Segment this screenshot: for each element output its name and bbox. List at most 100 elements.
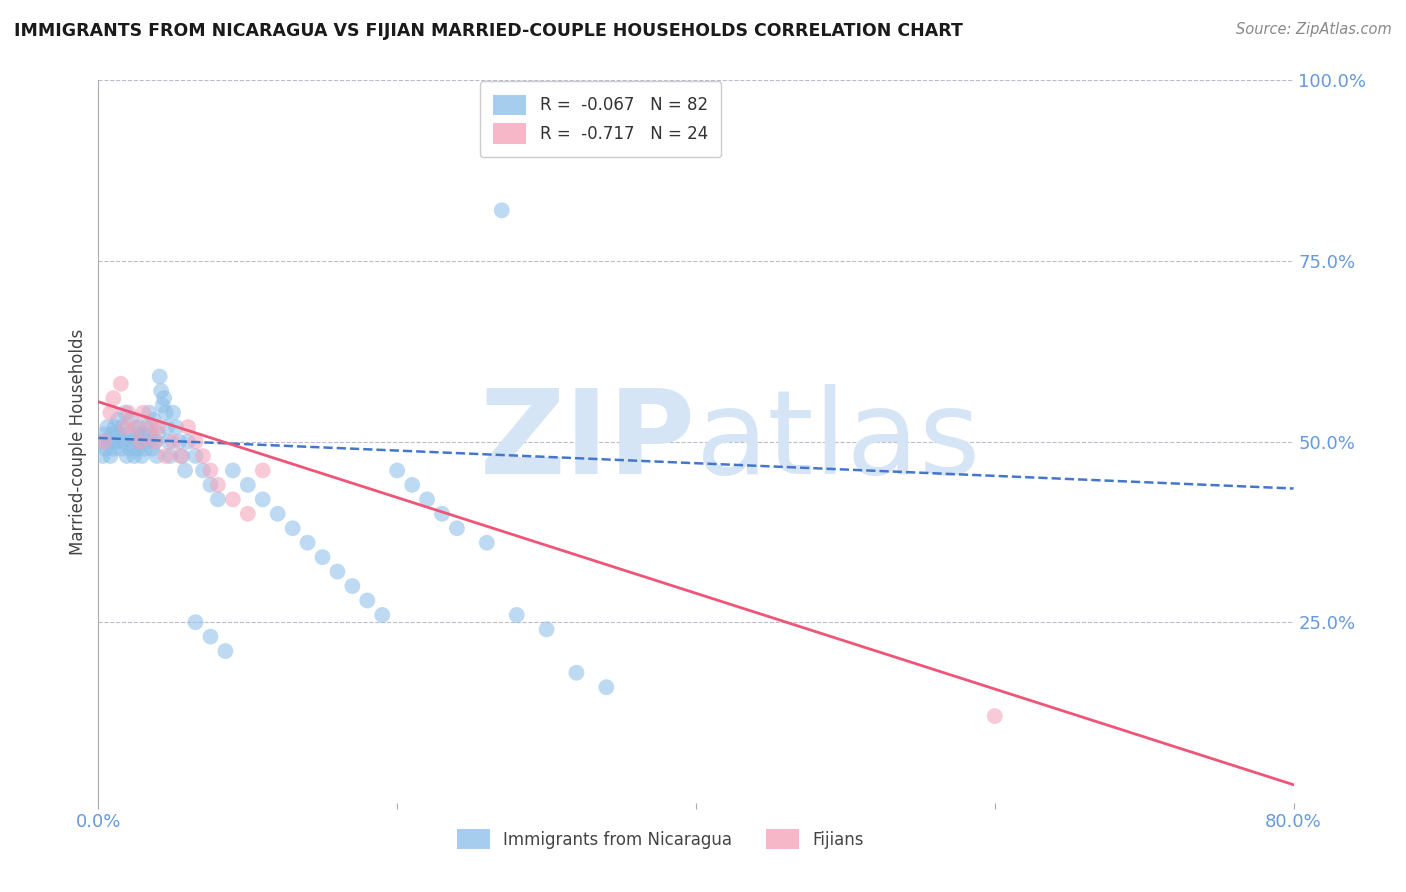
Point — [93, 434, 115, 449]
Point — [115, 449, 138, 463]
Point — [108, 427, 131, 442]
Point — [117, 406, 139, 420]
Point — [200, 630, 222, 644]
Point — [207, 492, 229, 507]
Point — [191, 449, 214, 463]
Point — [138, 406, 160, 420]
Point — [97, 434, 120, 449]
Point — [142, 413, 165, 427]
Point — [595, 680, 617, 694]
Text: ZIP: ZIP — [479, 384, 696, 499]
Point — [98, 406, 122, 420]
Point — [120, 413, 142, 427]
Text: IMMIGRANTS FROM NICARAGUA VS FIJIAN MARRIED-COUPLE HOUSEHOLDS CORRELATION CHART: IMMIGRANTS FROM NICARAGUA VS FIJIAN MARR… — [14, 22, 963, 40]
Point — [149, 369, 172, 384]
Point — [342, 579, 364, 593]
Point — [101, 427, 124, 442]
Point — [114, 420, 136, 434]
Point — [157, 434, 180, 449]
Point — [98, 449, 122, 463]
Point — [141, 442, 163, 456]
Point — [401, 478, 423, 492]
Point — [326, 565, 349, 579]
Point — [103, 391, 125, 405]
Point — [124, 449, 146, 463]
Point — [132, 427, 155, 442]
Point — [430, 507, 453, 521]
Point — [475, 535, 498, 549]
Text: atlas: atlas — [696, 384, 981, 499]
Point — [134, 442, 156, 456]
Point — [111, 420, 134, 434]
Point — [252, 463, 274, 477]
Point — [110, 376, 132, 391]
Point — [385, 463, 409, 477]
Point — [117, 427, 139, 442]
Point — [200, 478, 222, 492]
Point — [371, 607, 394, 622]
Point — [110, 442, 132, 456]
Point — [104, 420, 127, 434]
Point — [127, 442, 149, 456]
Point — [135, 420, 157, 434]
Y-axis label: Married-couple Households: Married-couple Households — [69, 328, 87, 555]
Point — [536, 623, 558, 637]
Point — [214, 644, 236, 658]
Point — [150, 384, 173, 398]
Point — [156, 420, 179, 434]
Point — [177, 434, 200, 449]
Point — [96, 420, 118, 434]
Point — [129, 434, 152, 449]
Point — [94, 442, 117, 456]
Point — [184, 434, 207, 449]
Point — [121, 434, 143, 449]
Point — [152, 398, 174, 412]
Point — [311, 550, 333, 565]
Point — [252, 492, 274, 507]
Point — [174, 463, 197, 477]
Point — [184, 615, 207, 630]
Point — [107, 413, 129, 427]
Point — [297, 535, 319, 549]
Point — [506, 607, 529, 622]
Point — [148, 427, 170, 442]
Point — [356, 593, 378, 607]
Point — [136, 434, 159, 449]
Point — [153, 391, 176, 405]
Point — [159, 449, 181, 463]
Point — [162, 434, 184, 449]
Point — [103, 442, 125, 456]
Point — [184, 449, 207, 463]
Point — [222, 463, 245, 477]
Point — [148, 420, 170, 434]
Point — [236, 478, 259, 492]
Point — [155, 449, 177, 463]
Point — [145, 449, 167, 463]
Point — [177, 420, 200, 434]
Point — [191, 463, 214, 477]
Point — [200, 463, 222, 477]
Legend: Immigrants from Nicaragua, Fijians: Immigrants from Nicaragua, Fijians — [450, 822, 870, 856]
Point — [155, 406, 177, 420]
Point — [125, 427, 148, 442]
Point — [131, 449, 153, 463]
Point — [139, 420, 162, 434]
Point — [446, 521, 468, 535]
Text: Source: ZipAtlas.com: Source: ZipAtlas.com — [1236, 22, 1392, 37]
Point — [565, 665, 588, 680]
Point — [90, 434, 112, 449]
Point — [165, 420, 187, 434]
Point — [132, 406, 155, 420]
Point — [129, 434, 152, 449]
Point — [118, 442, 141, 456]
Point — [491, 203, 513, 218]
Point — [105, 434, 128, 449]
Point — [416, 492, 439, 507]
Point — [236, 507, 259, 521]
Point — [167, 434, 190, 449]
Point — [267, 507, 290, 521]
Point — [222, 492, 245, 507]
Point — [143, 434, 166, 449]
Point — [207, 478, 229, 492]
Point — [143, 434, 166, 449]
